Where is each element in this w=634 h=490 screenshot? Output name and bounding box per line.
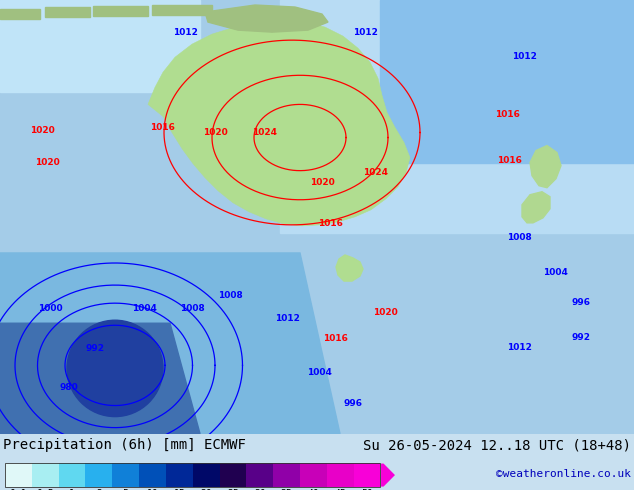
Text: 1020: 1020 bbox=[35, 158, 60, 167]
Polygon shape bbox=[336, 255, 363, 281]
Polygon shape bbox=[380, 0, 634, 163]
Bar bbox=[327, 463, 354, 487]
Text: 1012: 1012 bbox=[512, 52, 537, 61]
Polygon shape bbox=[522, 192, 550, 223]
Polygon shape bbox=[0, 323, 200, 434]
Text: 1016: 1016 bbox=[150, 123, 175, 132]
Text: 1004: 1004 bbox=[307, 368, 332, 377]
Bar bbox=[5, 463, 380, 487]
Bar bbox=[139, 463, 166, 487]
Text: 1012: 1012 bbox=[275, 314, 300, 323]
Text: 1024: 1024 bbox=[363, 168, 388, 177]
Text: 980: 980 bbox=[60, 384, 79, 392]
Bar bbox=[166, 463, 193, 487]
Bar bbox=[354, 463, 380, 487]
Polygon shape bbox=[280, 0, 634, 233]
Text: 1004: 1004 bbox=[132, 304, 157, 313]
Text: 1020: 1020 bbox=[30, 125, 55, 134]
Polygon shape bbox=[148, 20, 410, 226]
Text: 1012: 1012 bbox=[173, 28, 198, 37]
Bar bbox=[32, 463, 59, 487]
Text: 1020: 1020 bbox=[203, 127, 228, 137]
Bar bbox=[59, 463, 86, 487]
Text: 996: 996 bbox=[344, 398, 363, 408]
Bar bbox=[247, 463, 273, 487]
Text: 1012: 1012 bbox=[353, 28, 378, 37]
Text: 1008: 1008 bbox=[180, 304, 205, 313]
Bar bbox=[45, 7, 90, 17]
Text: 1024: 1024 bbox=[252, 127, 277, 137]
Polygon shape bbox=[0, 0, 200, 92]
Bar bbox=[300, 463, 327, 487]
Text: Precipitation (6h) [mm] ECMWF: Precipitation (6h) [mm] ECMWF bbox=[3, 438, 246, 452]
Circle shape bbox=[67, 320, 163, 416]
Polygon shape bbox=[0, 253, 340, 434]
Text: 1020: 1020 bbox=[373, 308, 398, 317]
Bar bbox=[219, 463, 247, 487]
Text: 1008: 1008 bbox=[218, 291, 243, 300]
Bar bbox=[273, 463, 300, 487]
Text: 1016: 1016 bbox=[495, 110, 520, 120]
Text: 1020: 1020 bbox=[310, 178, 335, 187]
Text: 1008: 1008 bbox=[507, 233, 532, 242]
Bar bbox=[193, 463, 219, 487]
Text: 1016: 1016 bbox=[323, 334, 348, 343]
Text: 992: 992 bbox=[571, 333, 590, 343]
Bar bbox=[152, 5, 212, 15]
Bar bbox=[112, 463, 139, 487]
Text: 996: 996 bbox=[571, 298, 590, 307]
Text: 1016: 1016 bbox=[318, 219, 343, 228]
Text: 1012: 1012 bbox=[507, 343, 532, 352]
Text: 1004: 1004 bbox=[543, 268, 568, 277]
FancyArrow shape bbox=[381, 464, 395, 487]
Text: 1016: 1016 bbox=[497, 156, 522, 165]
Text: 1000: 1000 bbox=[38, 304, 63, 313]
Bar bbox=[86, 463, 112, 487]
Bar bbox=[0, 9, 40, 19]
Bar bbox=[5, 463, 32, 487]
Text: Su 26-05-2024 12..18 UTC (18+48): Su 26-05-2024 12..18 UTC (18+48) bbox=[363, 438, 631, 452]
Text: 992: 992 bbox=[85, 344, 104, 353]
Bar bbox=[93, 6, 148, 16]
Polygon shape bbox=[205, 5, 328, 32]
Polygon shape bbox=[530, 146, 561, 188]
Text: ©weatheronline.co.uk: ©weatheronline.co.uk bbox=[496, 469, 631, 479]
